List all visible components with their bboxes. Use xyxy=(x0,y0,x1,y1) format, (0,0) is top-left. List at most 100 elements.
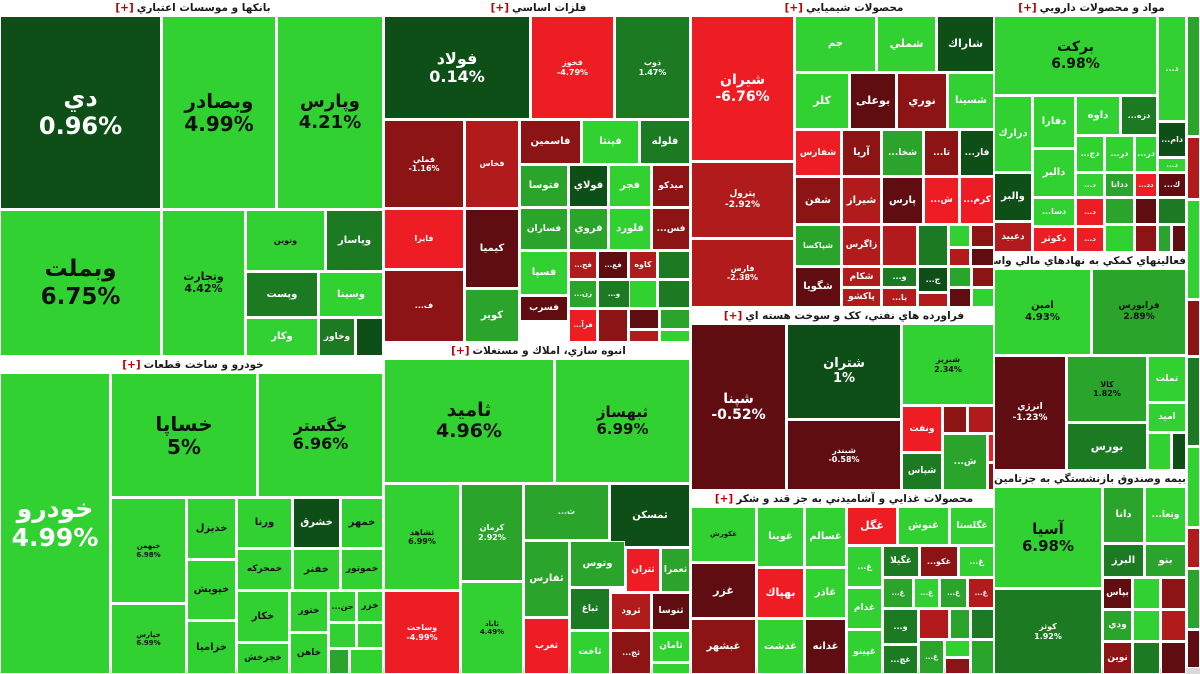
stock-tile[interactable]: فلوله xyxy=(640,120,690,164)
stock-tile[interactable]: فروي xyxy=(569,208,608,250)
stock-tile[interactable]: دعبید xyxy=(994,222,1032,252)
tile-sliver[interactable] xyxy=(329,649,349,674)
stock-tile[interactable]: فولاي xyxy=(569,165,608,207)
sector-header-metals[interactable]: فلزات اساسي[+] xyxy=(384,0,690,16)
stock-tile[interactable]: کرم... xyxy=(960,177,994,224)
stock-tile[interactable]: شاراك xyxy=(937,16,994,72)
stock-tile[interactable]: د... xyxy=(1076,227,1104,252)
sector-header-insurance[interactable]: بیمه وصندوق بازنشستگي به جزتامین اج...[+… xyxy=(994,471,1186,487)
stock-tile[interactable]: ش... xyxy=(943,434,987,490)
stock-tile[interactable]: میدکو xyxy=(652,165,690,207)
stock-tile[interactable]: دج... xyxy=(1076,136,1104,172)
stock-tile[interactable]: بنو xyxy=(1145,544,1186,577)
stock-tile[interactable]: غوینا xyxy=(757,507,804,567)
sector-header-real-estate[interactable]: انبوه سازي، املاك و مستغلات[+] xyxy=(384,343,690,359)
stock-tile[interactable]: خزر xyxy=(357,591,383,622)
tile-sliver[interactable] xyxy=(1135,225,1157,252)
tile-sliver[interactable] xyxy=(988,463,994,490)
sector-header-pharma[interactable]: مواد و محصولات دارویي[+] xyxy=(994,0,1186,16)
stock-tile[interactable]: خمهر xyxy=(341,498,383,548)
stock-tile[interactable]: ثاباد 4.49% xyxy=(461,582,523,674)
stock-tile[interactable]: ذوب 1.47% xyxy=(615,16,690,119)
stock-tile[interactable]: ف... xyxy=(384,270,464,342)
tile-sliver[interactable] xyxy=(949,248,970,266)
stock-tile[interactable]: غ... xyxy=(940,578,967,608)
tile-sliver[interactable] xyxy=(971,609,994,639)
stock-tile[interactable]: غاذر xyxy=(805,568,846,618)
stock-tile[interactable]: غنوش xyxy=(898,507,949,545)
stock-tile[interactable]: ج... xyxy=(918,267,948,292)
stock-tile[interactable]: کوثر 1.92% xyxy=(994,589,1102,674)
stock-tile[interactable]: خساپا 5% xyxy=(111,373,257,497)
stock-tile[interactable]: د... xyxy=(1158,16,1186,121)
stock-tile[interactable]: بهپاك xyxy=(757,568,804,618)
stock-tile[interactable]: شملي xyxy=(877,16,936,72)
expand-plus-icon[interactable]: [+] xyxy=(122,359,141,371)
tile-sliver[interactable] xyxy=(652,663,690,674)
tile-sliver[interactable] xyxy=(1133,610,1160,641)
expand-plus-icon[interactable]: [+] xyxy=(784,2,803,14)
stock-tile[interactable]: غپینو xyxy=(847,630,882,674)
stock-tile[interactable]: غ... xyxy=(919,640,944,674)
stock-tile[interactable]: غکورش xyxy=(691,507,756,562)
stock-tile[interactable]: وساخت -4.99% xyxy=(384,591,460,674)
tile-sliver[interactable] xyxy=(971,225,994,247)
stock-tile[interactable]: وکار xyxy=(246,318,318,356)
stock-tile[interactable]: فولاد 0.14% xyxy=(384,16,530,119)
stock-tile[interactable]: البرز xyxy=(1103,544,1144,577)
stock-tile[interactable]: فپنتا xyxy=(582,120,639,164)
stock-tile[interactable]: بورس xyxy=(1067,423,1147,470)
stock-tile[interactable]: ثباغ xyxy=(570,588,610,630)
stock-tile[interactable]: وپست xyxy=(246,272,318,317)
tile-sliver[interactable] xyxy=(918,293,948,307)
stock-tile[interactable]: پاکشو xyxy=(842,288,881,307)
stock-tile[interactable]: ثتران xyxy=(626,548,660,592)
stock-tile[interactable]: فاسمین xyxy=(520,120,581,164)
tile-sliver[interactable] xyxy=(1187,447,1200,527)
stock-tile[interactable]: فسرب xyxy=(520,296,568,321)
tile-sliver[interactable] xyxy=(1187,630,1200,668)
stock-tile[interactable]: شفارس xyxy=(795,130,841,176)
tile-sliver[interactable] xyxy=(1148,433,1171,470)
stock-tile[interactable]: دانا xyxy=(1103,487,1144,543)
stock-tile[interactable]: غ... xyxy=(959,546,994,577)
stock-tile[interactable]: وتوس xyxy=(570,541,625,587)
tile-sliver[interactable] xyxy=(945,640,970,657)
stock-tile[interactable]: غدام xyxy=(847,588,882,629)
stock-tile[interactable]: وسینا xyxy=(319,272,383,317)
stock-tile[interactable]: شتران 1% xyxy=(787,324,901,419)
stock-tile[interactable]: پترول -2.92% xyxy=(691,162,794,238)
stock-tile[interactable]: شپاس xyxy=(902,453,942,490)
stock-tile[interactable]: شخا... xyxy=(882,130,923,176)
stock-tile[interactable]: فرآ... xyxy=(569,309,597,342)
stock-tile[interactable]: جم xyxy=(795,16,876,72)
tile-sliver[interactable] xyxy=(658,280,690,308)
stock-tile[interactable]: فملي -1.16% xyxy=(384,120,464,208)
stock-tile[interactable]: ودي xyxy=(1103,610,1132,641)
stock-tile[interactable]: شپنا -0.52% xyxy=(691,324,786,490)
stock-tile[interactable]: نوري xyxy=(897,73,947,129)
stock-tile[interactable]: خموتور xyxy=(341,549,383,590)
stock-tile[interactable]: فتوسا xyxy=(520,165,568,207)
tile-sliver[interactable] xyxy=(1105,198,1134,224)
stock-tile[interactable]: فخاس xyxy=(465,120,519,208)
stock-tile[interactable]: نوین xyxy=(1103,642,1132,674)
stock-tile[interactable]: کالا 1.82% xyxy=(1067,356,1147,422)
stock-tile[interactable]: غدانه xyxy=(805,619,846,674)
stock-tile[interactable]: ددانا xyxy=(1105,173,1134,197)
stock-tile[interactable]: فخوز -4.79% xyxy=(531,16,614,119)
stock-tile[interactable]: ثج... xyxy=(611,631,651,674)
stock-tile[interactable]: غبشهر xyxy=(691,619,756,674)
tile-sliver[interactable] xyxy=(356,318,383,356)
stock-tile[interactable]: ثشاهد 6.99% xyxy=(384,484,460,590)
tile-sliver[interactable] xyxy=(658,251,690,279)
stock-tile[interactable]: کلر xyxy=(795,73,849,129)
stock-tile[interactable]: خشرق xyxy=(293,498,340,548)
expand-plus-icon[interactable]: [+] xyxy=(115,2,134,14)
tile-sliver[interactable] xyxy=(949,288,971,307)
tile-sliver[interactable] xyxy=(660,330,690,342)
stock-tile[interactable]: دام... xyxy=(1158,122,1186,157)
stock-tile[interactable]: وخاور xyxy=(319,318,355,356)
sector-header-oil[interactable]: فراورده هاي نفتي، کک و سوخت هسته اي[+] xyxy=(691,308,994,324)
stock-tile[interactable]: غکو... xyxy=(920,546,958,577)
